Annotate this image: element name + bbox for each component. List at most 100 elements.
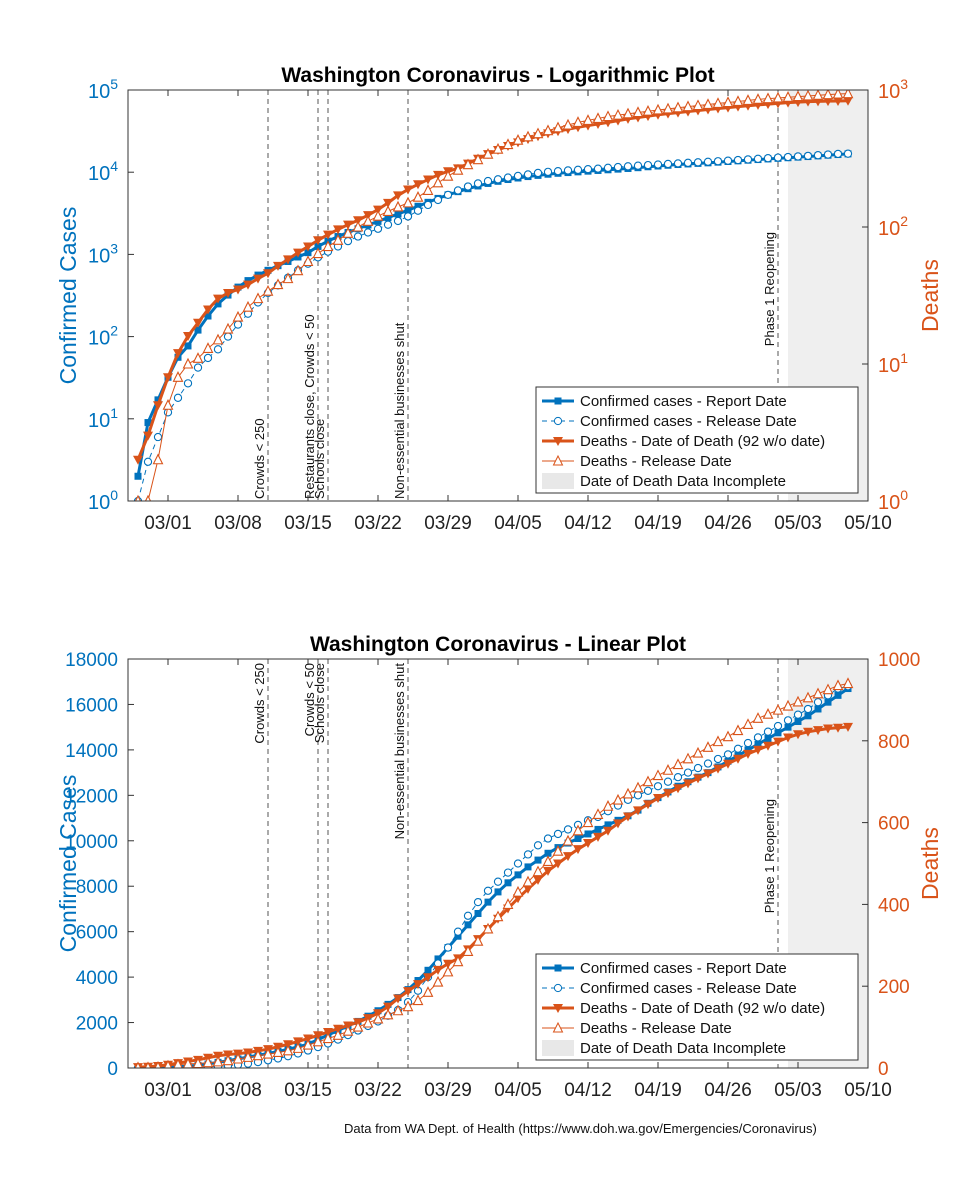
data-point-deaths-date [783,733,793,743]
data-point-cases-report [774,729,782,737]
data-point-deaths-date [433,965,443,975]
data-point-deaths-release [312,1035,324,1047]
data-point-deaths-date [793,730,803,740]
data-point-cases-release [203,353,213,363]
data-point-deaths-release [672,758,684,770]
data-point-deaths-date [623,812,633,822]
data-point-cases-release [453,186,463,195]
data-point-cases-report [804,712,812,720]
data-point-deaths-release [282,1044,294,1056]
data-point-cases-release [613,162,623,172]
y-left-axis-label: Confirmed Cases [55,775,81,953]
data-point-cases-release [453,927,463,936]
data-point-cases-release [493,175,503,184]
tick-base: 10 [88,81,110,103]
data-point-deaths-release [522,130,534,142]
data-point-deaths-release [372,1012,384,1024]
data-point-cases-release [713,754,723,764]
data-point-deaths-release [802,691,814,703]
y-left-tick-label: 102 [88,323,118,350]
legend: Confirmed cases - Report Date Confirmed c… [535,953,859,1061]
x-tick-label: 03/15 [284,513,332,534]
data-point-deaths-release [442,965,454,977]
tick-base: 10 [878,355,900,377]
data-point-cases-report [814,705,822,713]
data-point-deaths-date [393,994,403,1004]
x-tick-label: 03/22 [354,1080,402,1101]
data-point-cases-release [693,763,703,773]
data-point-cases-release [503,868,513,877]
data-point-deaths-date [133,455,143,465]
x-tick-label: 03/22 [354,513,402,534]
data-point-deaths-release [592,112,604,123]
y-right-axis-label: Deaths [917,827,943,900]
x-tick-label: 04/26 [704,1080,752,1101]
data-point-deaths-date [433,170,443,180]
data-point-cases-report [584,830,592,838]
data-point-deaths-date [353,216,363,226]
data-point-cases-release [543,834,553,843]
data-point-deaths-release [302,1038,314,1050]
data-point-deaths-release [242,300,254,312]
data-point-deaths-date [333,225,343,235]
data-point-deaths-release [452,163,464,175]
data-point-deaths-release [382,1008,394,1020]
tick-exponent: 1 [110,405,118,421]
data-point-cases-report [544,849,552,857]
legend-marker [552,454,564,466]
data-point-cases-release [483,176,493,186]
data-point-cases-release [693,158,703,167]
legend-marker [553,416,563,426]
data-point-cases-release [703,759,713,768]
data-point-deaths-release [462,945,474,956]
data-point-cases-report [764,735,772,743]
data-point-deaths-release [362,1016,374,1028]
data-point-cases-release [663,159,673,169]
data-point-deaths-date [613,819,623,829]
data-point-cases-report [824,698,832,706]
data-point-cases-report [574,835,582,843]
data-point-deaths-release [472,153,484,165]
data-point-deaths-release [192,352,204,363]
legend-entry: Confirmed cases - Release Date [580,413,797,430]
data-point-deaths-date [443,959,453,969]
data-point-deaths-release [812,687,824,699]
data-point-cases-report [414,202,422,210]
data-point-deaths-release [332,234,344,245]
data-point-deaths-release [752,93,764,104]
data-point-cases-release [703,157,713,166]
data-point-cases-release [183,379,193,388]
data-point-deaths-release [602,800,614,811]
data-point-deaths-date [163,373,173,383]
data-point-deaths-release [662,764,674,775]
data-point-deaths-release [422,986,434,997]
data-point-cases-release [513,171,523,181]
data-point-deaths-release [352,1020,364,1032]
legend-entry: Confirmed cases - Report Date [580,393,787,410]
data-point-deaths-release [742,718,754,729]
data-point-deaths-release [382,205,394,216]
x-tick-label: 03/08 [214,1080,262,1101]
data-point-deaths-date [723,759,733,769]
data-point-deaths-release [202,342,214,353]
data-point-deaths-release [552,845,564,856]
data-point-cases-release [533,841,543,850]
data-point-cases-report [314,242,322,250]
data-point-cases-report [594,825,602,833]
data-point-deaths-release [402,196,414,208]
data-point-deaths-date [423,973,433,983]
data-point-cases-release [653,782,663,791]
data-point-cases-release [523,850,533,859]
data-point-deaths-release [252,1049,264,1061]
data-point-deaths-date [603,826,613,836]
data-point-cases-release [503,173,513,182]
data-point-cases-release [373,224,383,233]
data-point-cases-release [793,710,803,719]
data-point-deaths-release [762,707,774,719]
data-point-deaths-release [752,712,764,723]
data-point-deaths-date [523,884,533,894]
data-point-deaths-release [582,816,594,828]
data-point-deaths-date [743,749,753,759]
data-point-deaths-date [683,779,693,789]
data-point-deaths-release [152,453,164,465]
